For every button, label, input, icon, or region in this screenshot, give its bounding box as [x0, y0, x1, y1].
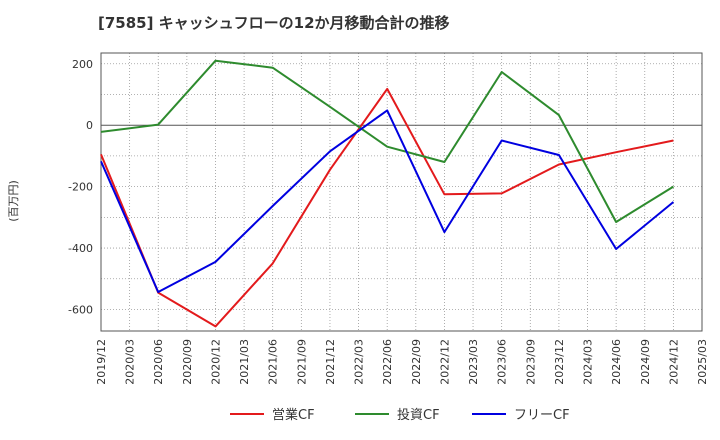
y-tick-label: 200	[72, 58, 93, 71]
x-tick-label: 2024/12	[667, 339, 680, 385]
x-tick-label: 2022/06	[381, 339, 394, 385]
x-tick-label: 2024/06	[610, 339, 623, 385]
x-tick-label: 2020/06	[152, 339, 165, 385]
series-layer	[100, 59, 675, 328]
chart-title: [7585] キャッシュフローの12か月移動合計の推移	[98, 14, 450, 32]
x-tick-label: 2023/12	[553, 339, 566, 385]
x-tick-label: 2023/03	[467, 339, 480, 385]
series-line-投資CF	[100, 59, 674, 223]
x-tick-label: 2023/09	[524, 339, 537, 385]
legend: 営業CF 投資CF フリーCF	[230, 407, 570, 423]
x-tick-label: 2022/12	[438, 339, 451, 385]
x-tick-label: 2021/09	[295, 339, 308, 385]
y-tick-label: 0	[86, 119, 93, 132]
y-tick-label: -400	[68, 242, 93, 255]
x-tick-label: 2020/12	[209, 339, 222, 385]
x-tick-label: 2022/09	[410, 339, 423, 385]
x-axis-ticks: 2019/12 2020/03 2020/06 2020/09 2020/12 2021/…	[95, 339, 709, 385]
y-axis-label: (百万円)	[7, 180, 20, 222]
x-tick-label: 2020/03	[124, 339, 137, 385]
x-tick-label: 2020/09	[181, 339, 194, 385]
y-tick-label: -200	[68, 181, 93, 194]
x-tick-label: 2022/03	[353, 339, 366, 385]
grid	[101, 53, 702, 331]
y-tick-label: -600	[68, 303, 93, 316]
series-line-営業CF	[100, 87, 674, 328]
y-axis-ticks: 200 0 -200 -400 -600	[68, 58, 93, 317]
legend-label-投資CF: 投資CF	[397, 407, 440, 423]
plot-frame	[100, 52, 703, 332]
x-tick-label: 2023/06	[496, 339, 509, 385]
x-tick-label: 2025/03	[696, 339, 709, 385]
x-tick-label: 2019/12	[95, 339, 108, 385]
legend-label-フリーCF: フリーCF	[514, 408, 570, 423]
x-tick-label: 2024/09	[639, 339, 652, 385]
x-tick-label: 2021/06	[267, 339, 280, 385]
series-line-フリーCF	[100, 109, 675, 293]
x-tick-label: 2021/12	[324, 339, 337, 385]
legend-label-営業CF: 営業CF	[272, 407, 315, 423]
x-tick-label: 2021/03	[238, 339, 251, 385]
x-tick-label: 2024/03	[582, 339, 595, 385]
